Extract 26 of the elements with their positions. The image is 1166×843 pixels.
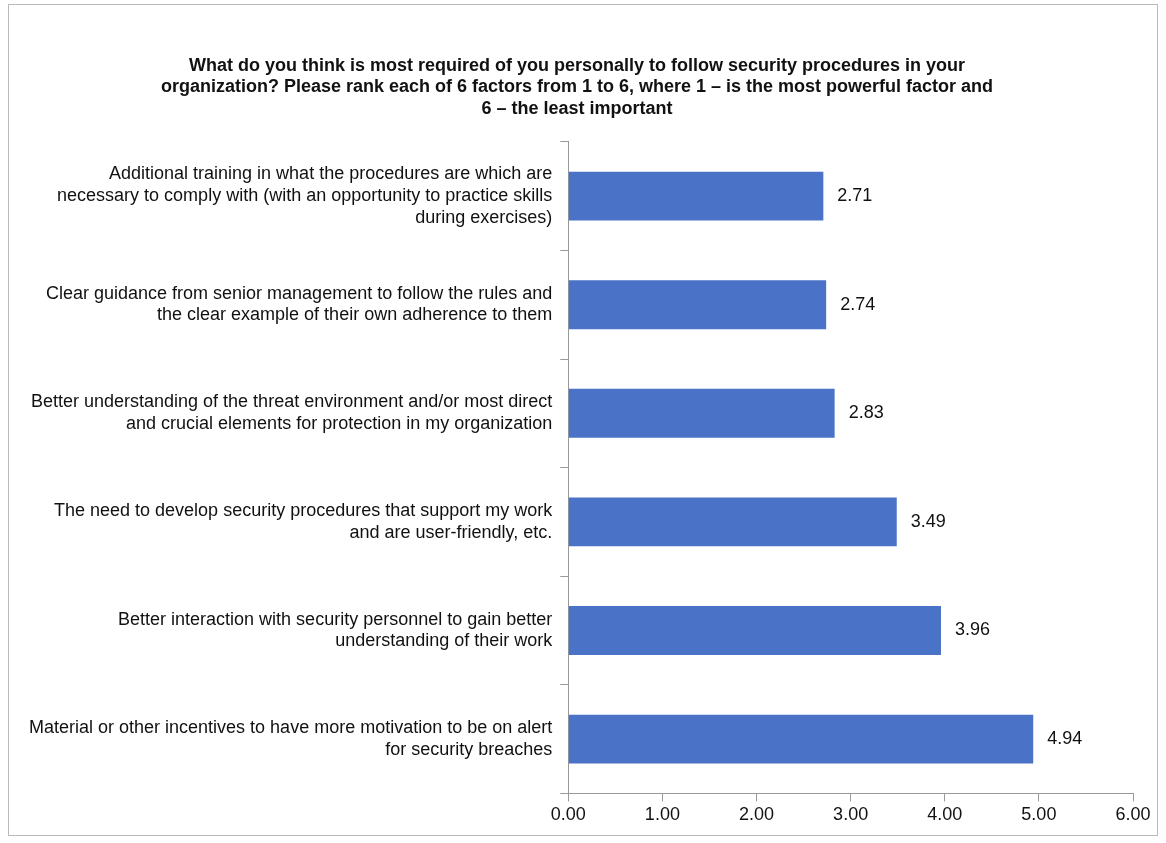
x-tick-label: 2.00 <box>738 804 775 825</box>
bar <box>568 606 941 655</box>
x-tick-label: 4.00 <box>927 804 963 825</box>
bar <box>568 388 835 438</box>
bar <box>568 714 1034 764</box>
x-tick-label: 5.00 <box>1021 804 1057 825</box>
x-tick-label: 3.00 <box>833 804 869 825</box>
data-label: 2.83 <box>848 402 884 423</box>
data-label: 2.74 <box>840 293 876 314</box>
bar <box>568 497 897 547</box>
y-tick-label: Better interaction with security personnel to gain better understanding of their work <box>118 608 554 651</box>
data-label: 3.96 <box>954 619 991 640</box>
x-tick-label: 0.00 <box>550 804 586 825</box>
bar <box>568 280 827 330</box>
x-tick-label: 6.00 <box>1115 804 1151 825</box>
y-tick-label: Additional training in what the procedures are which are necessary to comply with (with an opportunity to practice skills during exercises) <box>57 163 553 227</box>
x-tick-label: 1.00 <box>644 804 680 825</box>
data-label: 3.49 <box>910 510 946 531</box>
y-tick-label: Material or other incentives to have more motivation to be on alert for security breaches <box>29 717 553 759</box>
data-label: 4.94 <box>1047 728 1083 749</box>
y-tick-label: The need to develop security procedures that support my work and are user-friendly, etc. <box>54 500 554 542</box>
chart-title: What do you think is most required of you personally to follow security procedures in your organization? Please rank each of 6 factors from 1 to 6, where 1 – is the most powerful factor and 6 – the least important <box>160 54 994 118</box>
y-tick-label: Better understanding of the threat environment and/or most direct and crucial elements for protection in my organization <box>30 391 553 434</box>
y-tick-label: Clear guidance from senior management to follow the rules and the clear example of their own adherence to them <box>45 282 553 325</box>
bar <box>568 171 824 221</box>
data-label: 2.71 <box>837 185 873 206</box>
